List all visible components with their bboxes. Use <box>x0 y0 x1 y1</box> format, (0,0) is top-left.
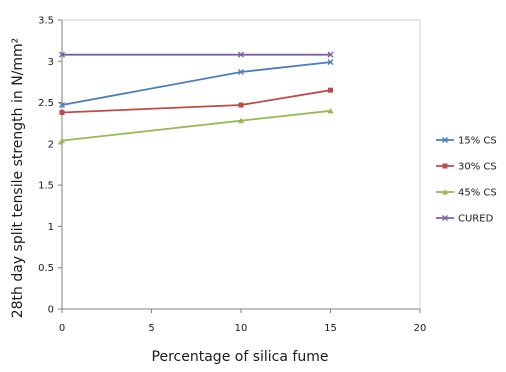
y-tick-label: 3 <box>48 57 54 68</box>
legend-label: CURED <box>458 214 494 225</box>
legend-label: 45% CS <box>458 188 497 199</box>
y-tick-label: 0.5 <box>38 263 54 274</box>
x-ticks: 0 5 10 15 20 <box>59 309 427 334</box>
y-tick-label: 1 <box>48 222 54 233</box>
data-point <box>327 107 334 114</box>
legend-item: 30% CS <box>436 162 497 173</box>
series-4 <box>59 51 334 58</box>
legend-marker <box>442 215 448 221</box>
series-3 <box>59 107 334 144</box>
data-point <box>238 102 244 108</box>
y-tick-label: 3.5 <box>38 16 54 27</box>
x-tick-label: 20 <box>414 323 427 334</box>
legend-marker <box>442 189 448 195</box>
data-point <box>327 59 334 66</box>
x-axis-title: Percentage of silica fume <box>152 349 329 365</box>
legend-item: CURED <box>436 214 494 225</box>
x-tick-label: 10 <box>235 323 248 334</box>
data-point <box>328 87 333 93</box>
y-tick-label: 0 <box>48 305 54 316</box>
y-ticks: 0 0.5 1 1.5 2 2.5 3 3.5 <box>38 16 62 316</box>
series-2 <box>59 87 333 115</box>
data-point <box>238 69 244 76</box>
series-layer <box>59 51 334 144</box>
plot-area <box>61 19 421 310</box>
legend-label: 30% CS <box>458 162 497 173</box>
series-1 <box>59 59 334 109</box>
legend-marker <box>442 163 448 169</box>
data-point <box>59 51 65 58</box>
data-point <box>59 109 65 115</box>
x-tick-label: 5 <box>148 323 154 334</box>
data-point <box>238 51 244 58</box>
data-point <box>59 102 65 109</box>
y-tick-label: 2 <box>48 139 54 150</box>
x-tick-label: 0 <box>59 323 65 334</box>
data-point <box>238 117 244 124</box>
legend: 15% CS 30% CS 45% CS CURED <box>436 136 497 225</box>
y-axis-title: 28th day split tensile strength in N/mm² <box>10 38 26 319</box>
data-point <box>59 137 65 144</box>
legend-marker <box>442 137 448 143</box>
data-point <box>327 51 334 58</box>
legend-label: 15% CS <box>458 136 497 147</box>
y-tick-label: 2.5 <box>38 98 54 109</box>
x-tick-label: 15 <box>324 323 337 334</box>
y-tick-label: 1.5 <box>38 181 54 192</box>
legend-item: 45% CS <box>436 188 497 199</box>
legend-item: 15% CS <box>436 136 497 147</box>
